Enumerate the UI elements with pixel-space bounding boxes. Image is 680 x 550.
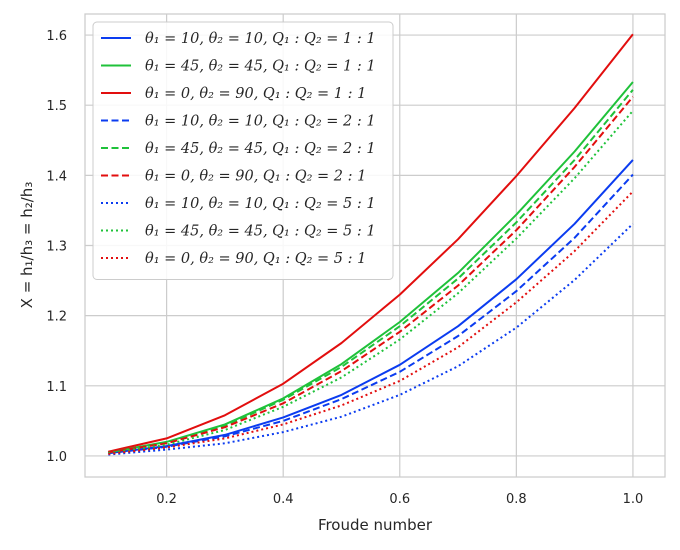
x-tick-label: 0.6 (389, 492, 410, 507)
series-line-6 (108, 96, 634, 454)
x-axis-label: Froude number (318, 516, 433, 534)
series-line-2 (108, 81, 634, 454)
legend-label: θ₁ = 10, θ₂ = 10, Q₁ : Q₂ = 1 : 1 (145, 31, 376, 47)
y-tick-label: 1.3 (46, 240, 67, 255)
legend-label: θ₁ = 0, θ₂ = 90, Q₁ : Q₂ = 5 : 1 (145, 251, 366, 267)
y-tick-label: 1.0 (46, 450, 67, 465)
series-line-8 (108, 110, 634, 455)
x-tick-label: 0.8 (506, 492, 527, 507)
legend-label: θ₁ = 45, θ₂ = 45, Q₁ : Q₂ = 5 : 1 (145, 224, 376, 240)
legend-label: θ₁ = 45, θ₂ = 45, Q₁ : Q₂ = 2 : 1 (145, 141, 376, 157)
y-tick-label: 1.2 (46, 310, 67, 325)
tick-labels: 0.2 0.4 0.6 0.8 1.0 1.0 1.1 1.2 1.3 1.4 1.5 1.6 (46, 29, 643, 507)
legend: θ₁ = 10, θ₂ = 10, Q₁ : Q₂ = 1 : 1 θ₁ = 45… (92, 21, 394, 280)
y-tick-label: 1.5 (46, 99, 67, 114)
x-tick-label: 1.0 (623, 492, 644, 507)
y-tick-label: 1.4 (46, 169, 67, 184)
legend-label: θ₁ = 10, θ₂ = 10, Q₁ : Q₂ = 5 : 1 (145, 196, 376, 212)
series-lines (108, 33, 634, 456)
x-tick-label: 0.2 (156, 492, 177, 507)
x-tick-label: 0.4 (273, 492, 294, 507)
y-tick-label: 1.6 (46, 29, 67, 44)
legend-box (92, 21, 394, 280)
legend-label: θ₁ = 45, θ₂ = 45, Q₁ : Q₂ = 1 : 1 (145, 59, 376, 75)
series-line-5 (108, 89, 634, 454)
series-line-1 (108, 159, 634, 455)
series-line-7 (108, 223, 634, 456)
series-line-4 (108, 173, 634, 455)
series-line-3 (108, 33, 634, 453)
legend-label: θ₁ = 0, θ₂ = 90, Q₁ : Q₂ = 2 : 1 (145, 169, 366, 185)
series-line-9 (108, 190, 634, 455)
legend-label: θ₁ = 10, θ₂ = 10, Q₁ : Q₂ = 2 : 1 (145, 114, 376, 130)
legend-label: θ₁ = 0, θ₂ = 90, Q₁ : Q₂ = 1 : 1 (145, 86, 366, 102)
y-axis-label: X = h₁/h₃ = h₂/h₃ (18, 182, 36, 309)
y-tick-label: 1.1 (46, 380, 67, 395)
